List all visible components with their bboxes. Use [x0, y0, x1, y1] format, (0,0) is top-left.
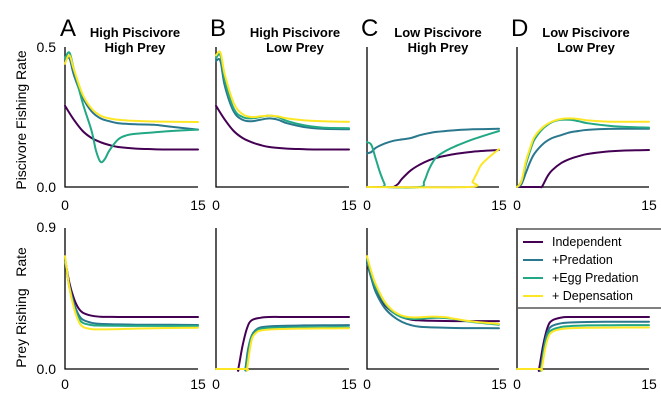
series-bottom-a-predation — [64, 258, 199, 326]
xtick-top-b-min: 0 — [212, 197, 220, 213]
panel-letter-b: B — [210, 15, 226, 42]
series-top-a-predation — [64, 56, 199, 131]
series-top-c-predation — [366, 127, 500, 155]
series-bottom-c-independent — [366, 261, 500, 323]
series-top-b-depensation — [215, 50, 350, 123]
series-bottom-b-depensation — [215, 327, 350, 372]
xtick-top-d-max: 15 — [641, 197, 657, 213]
axes-top-a — [64, 47, 198, 188]
panel-letter-c: C — [361, 15, 378, 42]
panel-letter-a: A — [60, 15, 76, 42]
series-bottom-d-depensation — [516, 326, 650, 372]
xtick-bottom-b-max: 15 — [341, 376, 357, 392]
series-top-b-independent — [215, 104, 350, 151]
legend-label-predation: +Predation — [552, 253, 613, 267]
series-top-a-egg-predation — [64, 51, 199, 164]
panel-top-d — [516, 47, 650, 189]
xtick-bottom-d-max: 15 — [641, 376, 657, 392]
xtick-top-c-min: 0 — [363, 197, 371, 213]
panel-title-d-line1: Low Piscivore — [542, 25, 629, 40]
xtick-bottom-c-max: 15 — [491, 376, 507, 392]
xtick-bottom-b-min: 0 — [212, 376, 220, 392]
xtick-top-a-min: 0 — [61, 197, 69, 213]
axes-top-b — [215, 47, 349, 188]
series-top-b-predation — [215, 58, 350, 131]
series-top-a-depensation — [64, 54, 199, 123]
xtick-bottom-d-min: 0 — [513, 376, 521, 392]
series-bottom-c-egg-predation — [366, 258, 500, 326]
panel-title-d-line2: Low Prey — [557, 40, 616, 55]
xtick-top-a-max: 15 — [190, 197, 206, 213]
axes-bottom-c — [366, 228, 499, 370]
panel-title-a-line2: High Prey — [105, 40, 166, 55]
panel-title-c-line1: Low Piscivore — [394, 25, 481, 40]
legend-label-depensation: + Depensation — [552, 289, 633, 303]
ytick-bottom-max: 0.9 — [37, 219, 57, 235]
series-top-a-independent — [64, 104, 199, 151]
panel-title-c-line2: High Prey — [408, 40, 469, 55]
series-bottom-d-predation — [516, 320, 650, 372]
panel-top-b — [215, 47, 350, 188]
panel-letter-d: D — [511, 15, 528, 42]
series-bottom-a-egg-predation — [64, 256, 199, 327]
series-bottom-c-depensation — [366, 255, 500, 325]
ytick-top-min: 0.0 — [37, 179, 57, 195]
panel-bottom-c — [366, 228, 500, 370]
series-top-c-depensation — [366, 148, 500, 189]
xtick-top-c-max: 15 — [491, 197, 507, 213]
panel-top-a — [64, 47, 199, 188]
xtick-bottom-a-max: 15 — [190, 376, 206, 392]
xtick-top-b-max: 15 — [341, 197, 357, 213]
series-top-d-independent — [516, 149, 650, 189]
series-bottom-b-egg-predation — [215, 326, 350, 372]
panel-bottom-b — [215, 228, 350, 372]
ylabel-bottom-line2: Prey Rishing — [13, 288, 29, 367]
series-top-c-egg-predation — [366, 130, 500, 189]
panel-title-b-line2: Low Prey — [266, 40, 325, 55]
panel-title-b-line1: High Piscivore — [250, 25, 340, 40]
series-bottom-a-independent — [64, 258, 199, 318]
axes-top-c — [366, 47, 499, 188]
xtick-top-d-min: 0 — [513, 197, 521, 213]
series-bottom-a-depensation — [64, 255, 199, 331]
ytick-top-max: 0.5 — [37, 39, 57, 55]
axes-top-d — [516, 47, 649, 188]
series-bottom-b-predation — [215, 324, 350, 372]
legend: Independent +Predation +Egg Predation + … — [518, 228, 661, 309]
legend-label-independent: Independent — [552, 235, 622, 249]
panels-layer — [64, 47, 650, 372]
legend-label-egg-predation: +Egg Predation — [552, 271, 639, 285]
series-top-d-depensation — [516, 117, 650, 188]
panel-bottom-a — [64, 228, 199, 370]
panel-top-c — [366, 47, 500, 189]
panel-bottom-d — [516, 228, 650, 372]
axes-bottom-b — [215, 228, 349, 370]
series-top-d-predation — [516, 127, 650, 188]
panel-title-a-line1: High Piscivore — [90, 25, 180, 40]
ytick-bottom-min: 0.0 — [37, 361, 57, 377]
series-bottom-c-predation — [366, 259, 500, 330]
series-bottom-d-egg-predation — [516, 324, 650, 372]
xtick-bottom-c-min: 0 — [363, 376, 371, 392]
ylabel-bottom-line1: Rate — [13, 247, 29, 277]
xtick-bottom-a-min: 0 — [61, 376, 69, 392]
ylabel-top: Piscivore Fishing Rate — [13, 50, 29, 189]
axes-bottom-a — [64, 228, 198, 370]
